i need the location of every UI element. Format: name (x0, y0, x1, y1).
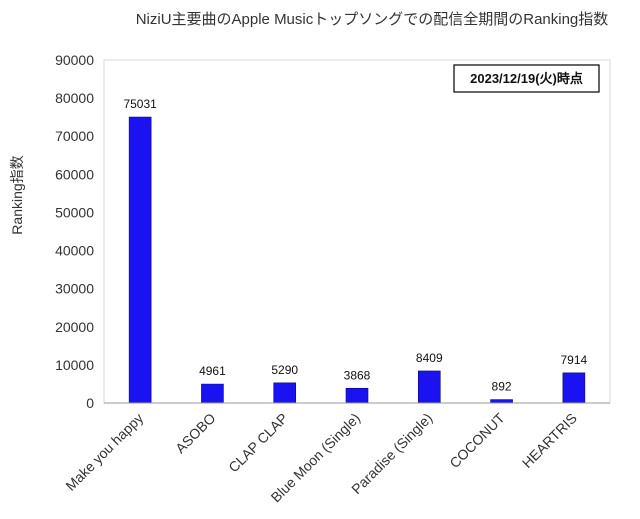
date-annotation-box (453, 64, 600, 93)
data-label: 892 (492, 380, 512, 394)
x-category-label: CLAP CLAP (225, 410, 291, 476)
data-label: 75031 (123, 97, 157, 111)
y-axis-ticks: 0 10000 20000 30000 40000 50000 60000 70000 8000… (55, 52, 94, 411)
y-tick-label: 10000 (55, 357, 94, 373)
date-annotation: 2023/12/19(火)時点 (453, 64, 600, 93)
y-tick-label: 30000 (55, 281, 94, 297)
y-tick-label: 50000 (55, 204, 94, 220)
data-label: 7914 (561, 353, 588, 367)
date-annotation-text: 2023/12/19(火)時点 (470, 71, 583, 86)
y-tick-label: 20000 (55, 319, 94, 335)
bar (562, 372, 586, 404)
y-tick-label: 90000 (55, 52, 94, 68)
data-label: 5290 (271, 363, 298, 377)
x-category-label: Make you happy (62, 410, 146, 494)
data-label: 4961 (199, 364, 226, 378)
y-axis-label: Ranking指数 (9, 155, 25, 234)
bar (345, 387, 369, 404)
bar (490, 399, 513, 404)
bar (201, 383, 224, 404)
plot-area-frame (103, 59, 611, 404)
y-tick-label: 60000 (55, 166, 94, 182)
data-label: 3868 (344, 368, 371, 382)
x-category-label: HEARTRIS (519, 410, 580, 471)
y-tick-label: 80000 (55, 90, 94, 106)
bar (128, 116, 152, 404)
y-tick-label: 0 (86, 395, 94, 411)
bar (273, 382, 297, 404)
chart-title: NiziU主要曲のApple Musicトップソングでの配信全期間のRankin… (136, 10, 609, 28)
x-category-label: COCONUT (446, 409, 508, 471)
bar (417, 370, 441, 404)
data-label: 8409 (416, 351, 443, 365)
x-category-label: ASOBO (172, 410, 219, 457)
data-labels: 75031 4961 5290 3868 8409 892 7914 (123, 97, 587, 394)
bars (128, 116, 586, 404)
y-tick-label: 70000 (55, 128, 94, 144)
y-tick-label: 40000 (55, 243, 94, 259)
